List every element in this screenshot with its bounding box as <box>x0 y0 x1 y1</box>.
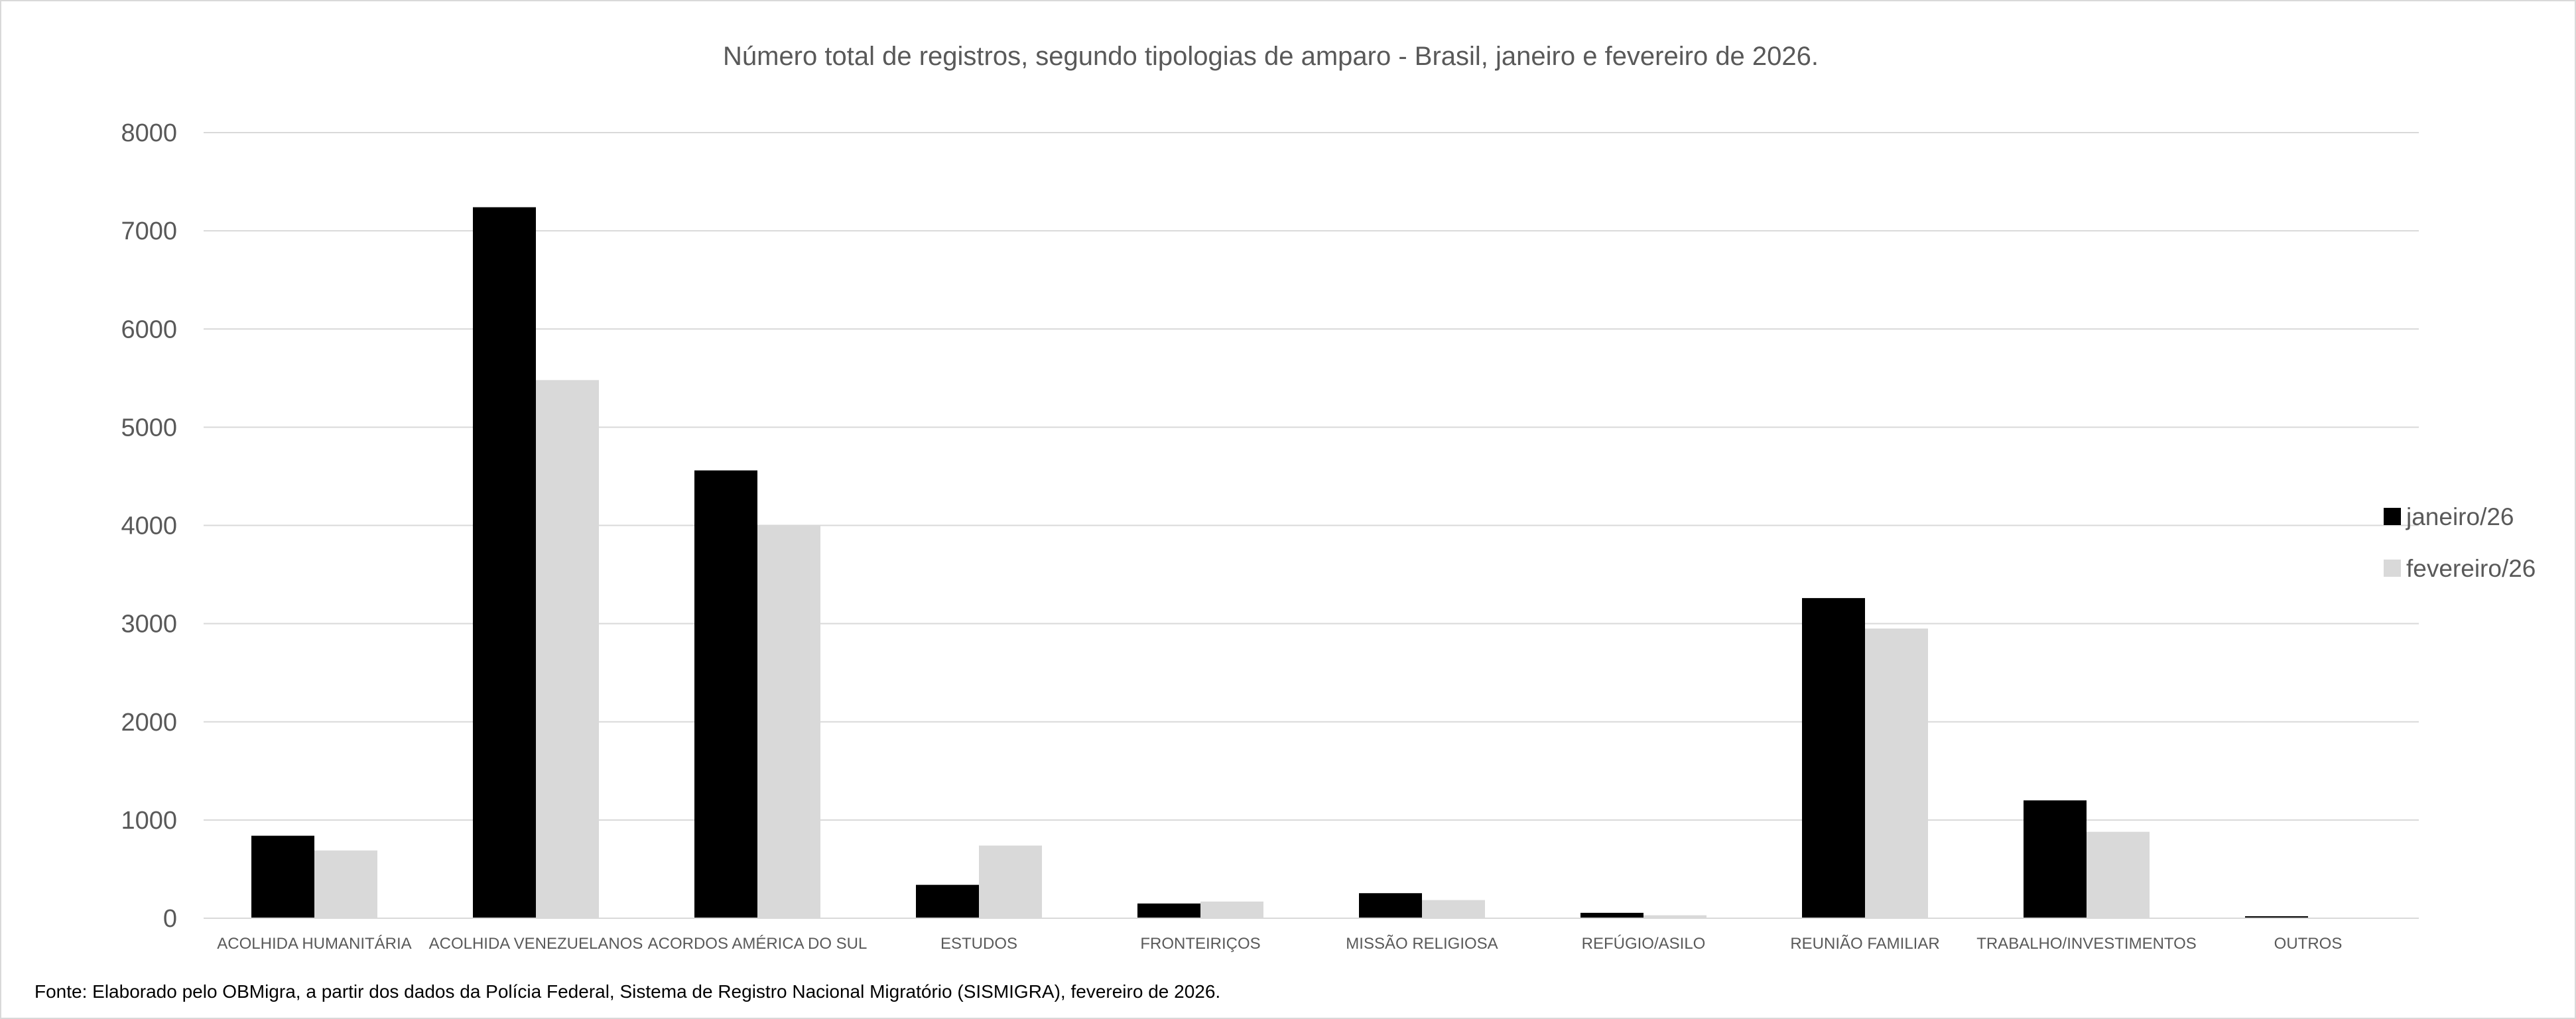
legend-label-1: fevereiro/26 <box>2406 555 2536 582</box>
x-tick-label-4: FRONTEIRIÇOS <box>1140 935 1260 953</box>
bar-janeiro-8 <box>2024 800 2087 918</box>
bar-chart: Número total de registros, segundo tipol… <box>121 42 2536 953</box>
bar-janeiro-9 <box>2245 916 2308 918</box>
bar-fevereiro-0 <box>314 850 377 918</box>
category-group-0 <box>251 835 377 918</box>
bar-fevereiro-8 <box>2087 831 2150 918</box>
y-tick-label-1000: 1000 <box>121 807 177 835</box>
bar-fevereiro-1 <box>536 380 599 918</box>
y-tick-label-8000: 8000 <box>121 119 177 147</box>
x-tick-label-0: ACOLHIDA HUMANITÁRIA <box>217 935 411 953</box>
bar-janeiro-4 <box>1137 903 1200 918</box>
category-group-5 <box>1359 893 1485 918</box>
legend-swatch-0 <box>2384 508 2401 525</box>
bar-janeiro-2 <box>694 470 757 918</box>
legend: janeiro/26 fevereiro/26 <box>2384 503 2536 582</box>
y-tick-label-5000: 5000 <box>121 414 177 442</box>
bar-fevereiro-3 <box>979 845 1042 918</box>
category-group-7 <box>1802 598 1928 918</box>
category-group-1 <box>473 207 599 919</box>
x-axis: ACOLHIDA HUMANITÁRIA ACOLHIDA VENEZUELANO… <box>204 918 2419 953</box>
bar-fevereiro-2 <box>757 525 820 918</box>
bar-janeiro-0 <box>251 835 314 918</box>
legend-label-0: janeiro/26 <box>2406 503 2514 530</box>
y-tick-label-2000: 2000 <box>121 709 177 737</box>
bar-fevereiro-5 <box>1422 900 1485 918</box>
x-tick-label-8: TRABALHO/INVESTIMENTOS <box>1976 935 2197 953</box>
y-tick-label-4000: 4000 <box>121 512 177 540</box>
bar-janeiro-5 <box>1359 893 1422 918</box>
category-group-6 <box>1580 912 1707 918</box>
chart-title: Número total de registros, segundo tipol… <box>723 42 1819 71</box>
source-note: Fonte: Elaborado pelo OBMigra, a partir … <box>34 981 1221 1002</box>
x-tick-label-5: MISSÃO RELIGIOSA <box>1346 935 1498 953</box>
bar-janeiro-7 <box>1802 598 1865 918</box>
x-tick-label-3: ESTUDOS <box>940 935 1017 953</box>
category-group-2 <box>694 470 820 918</box>
bars <box>251 207 2371 919</box>
y-axis: 0 1000 2000 3000 4000 5000 6000 7000 8000 <box>121 119 177 933</box>
bar-janeiro-6 <box>1580 912 1643 918</box>
bar-fevereiro-7 <box>1865 629 1928 918</box>
x-tick-label-6: REFÚGIO/ASILO <box>1582 935 1706 953</box>
y-tick-label-7000: 7000 <box>121 217 177 245</box>
category-group-3 <box>916 845 1042 918</box>
y-tick-label-0: 0 <box>163 905 177 933</box>
y-tick-label-6000: 6000 <box>121 316 177 343</box>
bar-janeiro-3 <box>916 884 979 918</box>
category-group-4 <box>1137 901 1263 918</box>
x-tick-label-1: ACOLHIDA VENEZUELANOS <box>429 935 643 953</box>
bar-fevereiro-6 <box>1643 915 1707 918</box>
legend-swatch-1 <box>2384 560 2401 577</box>
bar-fevereiro-4 <box>1200 901 1263 918</box>
bar-janeiro-1 <box>473 207 536 919</box>
x-tick-label-2: ACORDOS AMÉRICA DO SUL <box>648 935 868 953</box>
x-tick-label-7: REUNIÃO FAMILIAR <box>1790 935 1939 953</box>
y-tick-label-3000: 3000 <box>121 611 177 638</box>
category-group-8 <box>2024 800 2150 918</box>
x-tick-label-9: OUTROS <box>2274 935 2343 953</box>
